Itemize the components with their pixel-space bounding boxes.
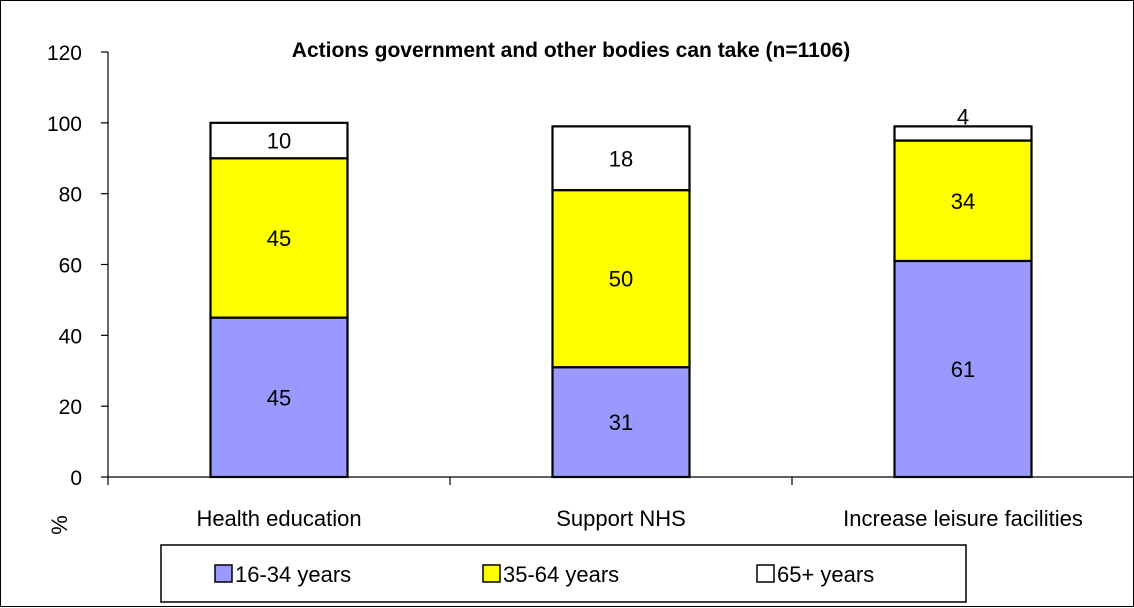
legend-label: 16-34 years [235,562,351,587]
legend-swatch [214,564,233,583]
y-tick-label: 20 [59,396,82,419]
data-label: 10 [267,129,291,154]
x-tick-label: Increase leisure facilities [843,506,1083,531]
x-tick-label: Support NHS [556,506,686,531]
bar-segment [551,125,691,192]
legend: 16-34 years 35-64 years 65+ years [160,544,967,603]
bar-segment [551,366,691,479]
legend-label: 65+ years [777,562,874,587]
legend-swatch [756,564,775,583]
bar-segment [893,139,1033,263]
bars: 45 45 10 31 50 18 61 34 4 [209,104,1033,479]
y-tick-label: 120 [47,42,82,65]
axes: 0 20 40 60 80 100 120 Health education Support N… [47,42,1134,531]
y-tick-label: 60 [59,255,82,278]
data-label: 45 [267,226,291,251]
bar-segment [209,121,349,160]
bar-segment [551,189,691,369]
data-label: 45 [267,385,291,410]
legend-label: 35-64 years [503,562,619,587]
y-axis-label: % [47,515,72,535]
data-label: 50 [609,267,633,292]
y-tick-label: 0 [70,467,82,490]
chart-title: Actions government and other bodies can … [292,39,850,62]
y-tick-label: 80 [59,184,82,207]
data-label: 4 [957,104,969,129]
x-tick-label: Health education [196,506,361,531]
legend-box [160,544,967,603]
y-tick-label: 40 [59,325,82,348]
y-tick-label: 100 [47,113,82,136]
data-label: 34 [951,189,975,214]
bar-segment [209,157,349,319]
bar-segment [209,316,349,479]
data-label: 18 [609,146,633,171]
bar-segment [893,259,1033,479]
data-label: 61 [951,357,975,382]
data-label: 31 [609,410,633,435]
bar-segment [893,125,1033,142]
legend-swatch [482,564,501,583]
